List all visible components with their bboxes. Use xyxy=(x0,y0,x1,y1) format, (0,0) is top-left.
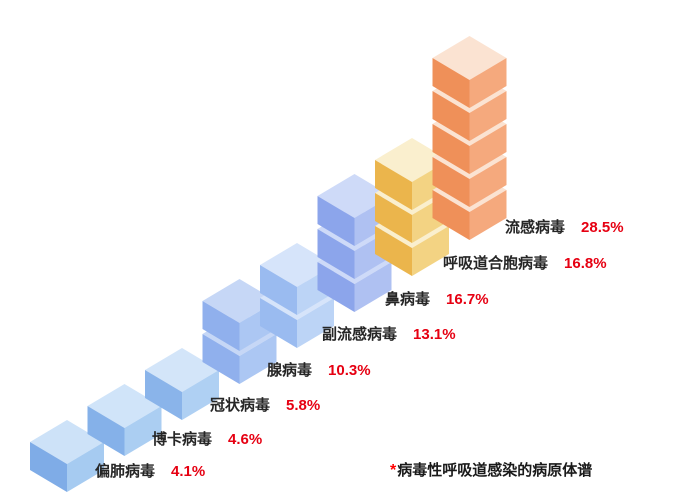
footnote-text: 病毒性呼吸道感染的病原体谱 xyxy=(397,462,593,479)
cube-left-face xyxy=(260,298,297,348)
cube-stack-4 xyxy=(202,279,277,384)
virus-percent: 4.6% xyxy=(228,431,263,448)
cube-right-face xyxy=(239,334,277,384)
virus-name: 副流感病毒 xyxy=(322,326,398,343)
cube-right-face xyxy=(354,262,392,312)
cube-right-face xyxy=(67,442,104,492)
cube-stack-1 xyxy=(30,420,104,492)
cube-left-face xyxy=(317,196,355,246)
cube-left-face xyxy=(432,157,470,207)
cube-left-face xyxy=(375,193,412,243)
bar-label-row-bocavirus: 博卡病毒 4.6% xyxy=(152,428,262,449)
cube-right-face xyxy=(469,157,507,207)
bar-label-row-parainfluenza: 副流感病毒 13.1% xyxy=(322,323,456,344)
cube-stack-3 xyxy=(145,348,219,420)
virus-name: 冠状病毒 xyxy=(210,397,271,414)
virus-name: 偏肺病毒 xyxy=(95,463,156,480)
cube-left-face xyxy=(375,226,412,276)
cube-left-face xyxy=(202,301,240,351)
bar-label-row-rhinovirus: 鼻病毒 16.7% xyxy=(385,288,489,309)
cube-stack-7 xyxy=(375,138,449,276)
virus-name: 博卡病毒 xyxy=(152,431,213,448)
bar-label-row-coronavirus: 冠状病毒 5.8% xyxy=(210,394,320,415)
chart-footnote: *病毒性呼吸道感染的病原体谱 xyxy=(390,459,592,480)
cube-stack-2 xyxy=(87,384,162,456)
cube-right-face xyxy=(182,370,219,420)
cube-left-face xyxy=(30,442,67,492)
virus-name: 呼吸道合胞病毒 xyxy=(443,255,549,272)
cube-left-face xyxy=(317,262,355,312)
virus-name: 流感病毒 xyxy=(505,219,566,236)
cube-left-face xyxy=(432,91,470,141)
cube-left-face xyxy=(432,124,470,174)
cube-right-face xyxy=(469,190,507,240)
bar-label-row-rsv: 呼吸道合胞病毒 16.8% xyxy=(443,252,607,273)
cube-left-face xyxy=(317,229,355,279)
cube-left-face xyxy=(87,406,125,456)
bar-label-row-adenovirus: 腺病毒 10.3% xyxy=(267,359,371,380)
virus-name: 腺病毒 xyxy=(267,362,313,379)
bar-label-row-metapneumovirus: 偏肺病毒 4.1% xyxy=(95,460,205,481)
cube-stack-5 xyxy=(260,243,334,348)
cube-stack-6 xyxy=(317,174,392,312)
virus-percent: 5.8% xyxy=(286,397,321,414)
bar-label-row-influenza: 流感病毒 28.5% xyxy=(505,216,624,237)
virus-percent: 28.5% xyxy=(581,219,624,236)
virus-percent: 13.1% xyxy=(413,326,456,343)
cube-right-face xyxy=(469,124,507,174)
cube-left-face xyxy=(145,370,182,420)
virus-name: 鼻病毒 xyxy=(385,291,431,308)
cube-left-face xyxy=(432,58,470,108)
footnote-asterisk: * xyxy=(390,462,397,479)
cube-left-face xyxy=(432,190,470,240)
virus-percent: 4.1% xyxy=(171,463,206,480)
cube-left-face xyxy=(375,160,412,210)
cube-right-face xyxy=(297,298,334,348)
virus-percent: 16.7% xyxy=(446,291,489,308)
cube-right-face xyxy=(469,58,507,108)
virus-percent: 16.8% xyxy=(564,255,607,272)
virus-percent: 10.3% xyxy=(328,362,371,379)
cube-right-face xyxy=(469,91,507,141)
cube-left-face xyxy=(202,334,240,384)
cube-right-face xyxy=(124,406,162,456)
cube-left-face xyxy=(260,265,297,315)
cube-right-face xyxy=(412,226,449,276)
cube-stack-8 xyxy=(432,36,507,240)
